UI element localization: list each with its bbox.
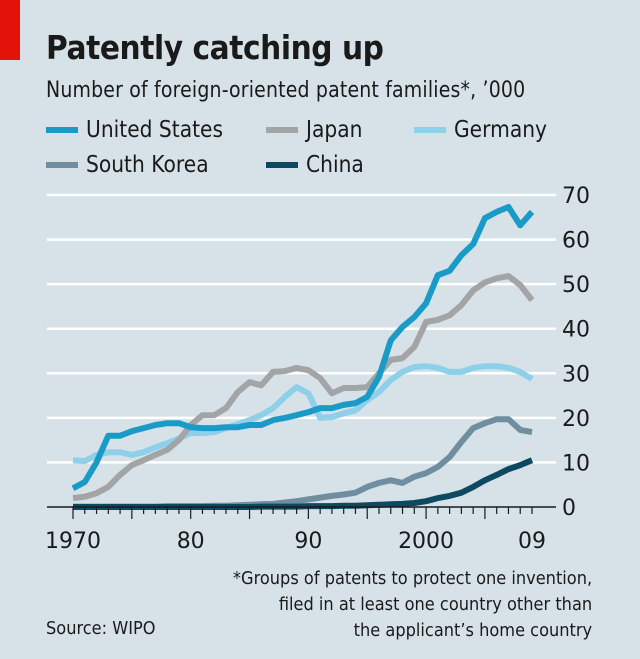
series-line-germany xyxy=(72,363,534,465)
legend-label: South Korea xyxy=(86,152,209,178)
y-tick-label: 0 xyxy=(562,496,576,521)
legend-swatch xyxy=(46,127,78,133)
brand-red-tag xyxy=(0,0,20,60)
chart-title: Patently catching up xyxy=(46,28,384,67)
y-tick-label: 50 xyxy=(562,273,590,298)
legend-swatch xyxy=(266,127,298,133)
y-tick-label: 20 xyxy=(562,407,590,432)
y-tick-label: 60 xyxy=(562,229,590,254)
legend-item-japan: Japan xyxy=(266,117,370,143)
legend-item-south-korea: South Korea xyxy=(46,152,225,178)
footnote-line: filed in at least one country other than xyxy=(278,594,592,615)
y-tick-label: 30 xyxy=(562,362,590,387)
x-tick-label: 09 xyxy=(518,529,546,554)
legend-label: Germany xyxy=(454,117,548,143)
footnote: *Groups of patents to protect one invent… xyxy=(233,566,592,644)
y-axis-labels: 0 10 20 30 40 50 60 70 xyxy=(562,184,590,521)
source-note: Source: WIPO xyxy=(46,618,156,639)
y-tick-label: 10 xyxy=(562,451,590,476)
legend-swatch xyxy=(46,162,78,168)
legend-label: China xyxy=(306,152,364,178)
x-axis: 1970 80 90 2000 09 xyxy=(45,506,556,554)
footnote-line: the applicant’s home country xyxy=(353,620,592,641)
footnote-line: *Groups of patents to protect one invent… xyxy=(232,568,592,589)
x-tick-label: 1970 xyxy=(45,529,101,554)
x-tick-label: 90 xyxy=(294,529,322,554)
legend-label: United States xyxy=(86,117,224,143)
series-line-united-states xyxy=(71,204,535,491)
x-tick-label: 80 xyxy=(177,529,205,554)
legend-item-united-states: United States xyxy=(46,117,242,143)
legend-item-germany: Germany xyxy=(414,117,560,143)
y-tick-label: 40 xyxy=(562,318,590,343)
legend-swatch xyxy=(414,127,446,133)
legend-swatch xyxy=(266,162,298,168)
x-tick-label: 2000 xyxy=(398,529,454,554)
legend-label: Japan xyxy=(306,117,363,143)
y-tick-label: 70 xyxy=(562,184,590,209)
chart-subtitle: Number of foreign-oriented patent famili… xyxy=(46,78,526,103)
series-line-japan xyxy=(72,273,535,502)
legend-item-china: China xyxy=(266,152,372,178)
